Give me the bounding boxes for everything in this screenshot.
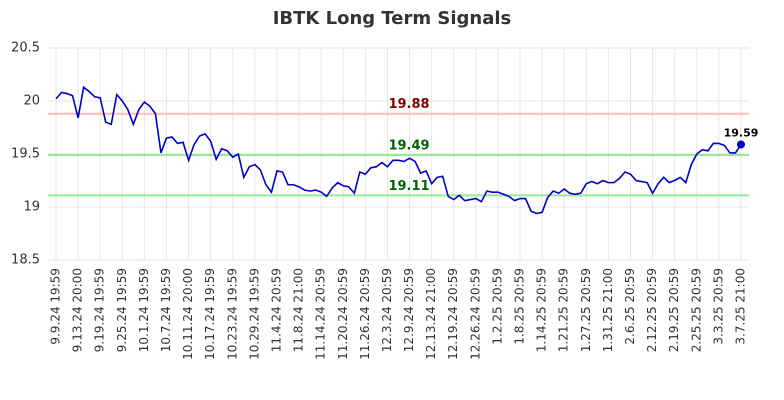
x-tick-label: 1.2.25 20:59 (490, 268, 504, 345)
x-tick-label: 12.13.24 21:00 (424, 268, 438, 360)
x-tick-label: 2.25.25 20:59 (689, 268, 703, 352)
x-tick-label: 11.8.24 21:00 (292, 268, 306, 352)
x-tick-label: 11.26.24 20:59 (358, 268, 372, 360)
x-tick-label: 10.7.24 19:59 (159, 268, 173, 352)
x-tick-label: 1.8.25 20:59 (513, 268, 527, 345)
x-tick-label: 12.9.24 20:59 (402, 268, 416, 352)
reference-label: 19.11 (388, 179, 429, 194)
x-tick-label: 11.4.24 20:59 (269, 268, 283, 352)
chart-title: IBTK Long Term Signals (273, 8, 512, 29)
x-tick-label: 3.7.25 21:00 (734, 268, 748, 345)
x-tick-label: 2.19.25 20:59 (667, 268, 681, 352)
y-tick-label: 20 (23, 94, 40, 109)
x-tick-label: 1.14.25 20:59 (535, 268, 549, 352)
x-tick-label: 9.19.24 19:59 (93, 268, 107, 352)
x-tick-label: 10.11.24 20:00 (181, 268, 195, 360)
y-tick-label: 19.5 (11, 147, 40, 162)
reference-label: 19.88 (388, 97, 429, 112)
y-tick-label: 20.5 (11, 41, 40, 56)
x-tick-label: 2.12.25 20:59 (645, 268, 659, 352)
x-tick-label: 10.29.24 19:59 (247, 268, 261, 360)
x-tick-label: 12.19.24 20:59 (446, 268, 460, 360)
last-value-label: 19.59 (724, 126, 759, 139)
price-line (55, 85, 742, 215)
x-tick-label: 11.14.24 20:59 (314, 268, 328, 360)
x-tick-label: 10.1.24 19:59 (137, 268, 151, 352)
x-tick-label: 10.17.24 19:59 (203, 268, 217, 360)
x-tick-label: 12.26.24 20:59 (468, 268, 482, 360)
x-tick-label: 3.3.25 20:59 (711, 268, 725, 345)
x-tick-label: 1.27.25 20:59 (579, 268, 593, 352)
x-tick-label: 12.3.24 20:59 (380, 268, 394, 352)
x-tick-label: 1.21.25 20:59 (557, 268, 571, 352)
reference-label: 19.49 (388, 139, 429, 154)
y-tick-label: 19 (23, 200, 40, 215)
x-tick-label: 9.13.24 20:00 (71, 268, 85, 352)
x-tick-label: 10.23.24 19:59 (225, 268, 239, 360)
y-tick-label: 18.5 (11, 253, 40, 268)
x-tick-label: 11.20.24 20:59 (336, 268, 350, 360)
x-tick-label: 9.25.24 19:59 (115, 268, 129, 352)
x-tick-label: 1.31.25 21:00 (601, 268, 615, 352)
x-tick-label: 2.6.25 20:59 (623, 268, 637, 345)
last-point (737, 140, 745, 149)
x-tick-label: 9.9.24 19:59 (49, 268, 63, 345)
